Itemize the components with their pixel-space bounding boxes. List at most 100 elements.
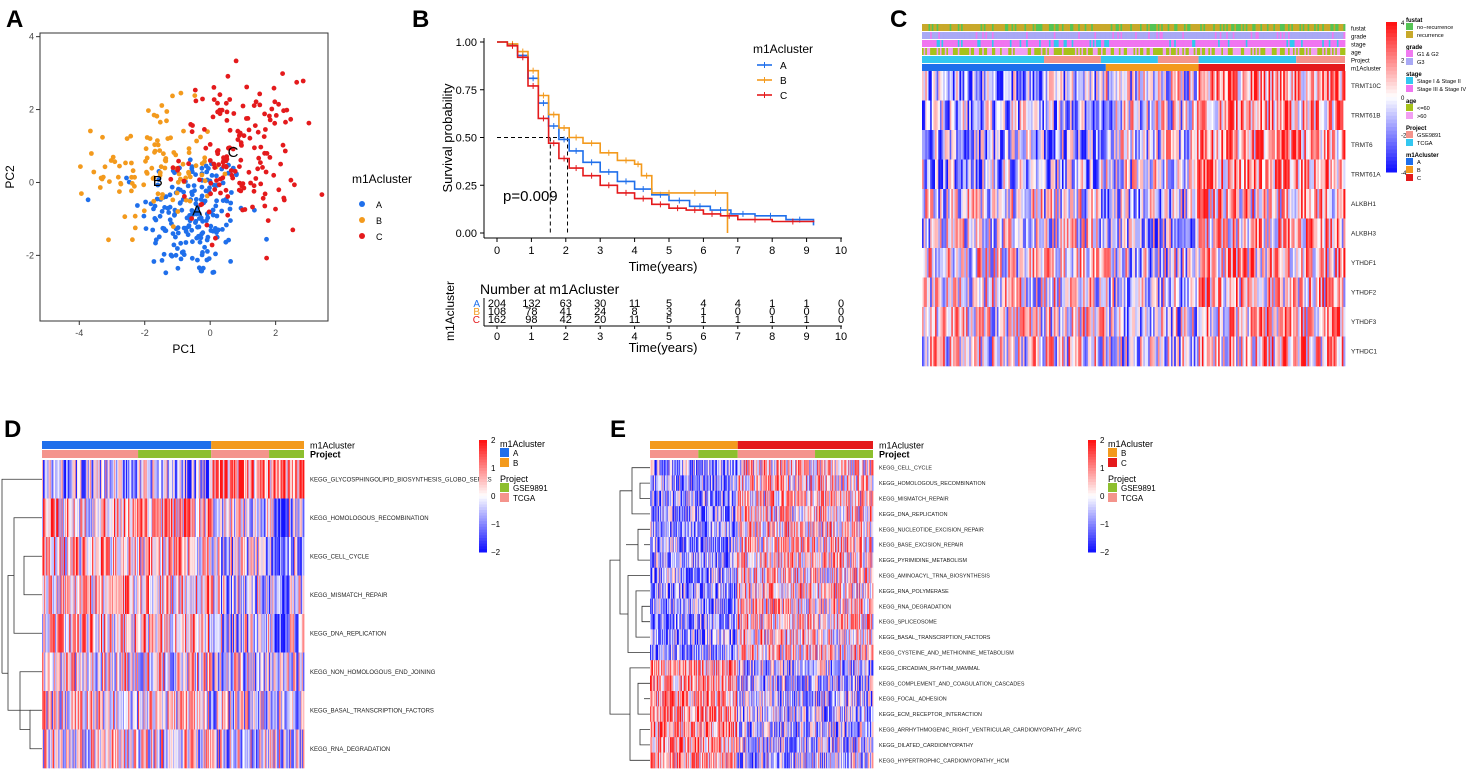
annotation-cell (1120, 24, 1123, 31)
heatmap-cell (1273, 100, 1276, 131)
heatmap-cell (933, 248, 936, 278)
heatmap-cell (928, 336, 931, 367)
heatmap-cell (1112, 100, 1115, 131)
heatmap-cell (1089, 100, 1092, 131)
heatmap-cell (1097, 277, 1100, 308)
heatmap-cell (259, 460, 261, 499)
annotation-cell (965, 40, 968, 47)
heatmap-cell (1320, 130, 1323, 160)
heatmap-cell (1232, 336, 1235, 367)
heatmap-cell (923, 71, 926, 101)
heatmap-cell (1196, 71, 1199, 101)
annotation-cell (1245, 32, 1248, 39)
heatmap-cell (238, 498, 240, 538)
pca-point-a (197, 239, 203, 245)
heatmap-cell (1073, 189, 1076, 219)
heatmap-cell (1131, 248, 1134, 278)
pca-point-c (237, 164, 242, 170)
heatmap-cell (978, 159, 981, 190)
heatmap-cell (1203, 159, 1206, 190)
annotation-cell (943, 24, 946, 31)
heatmap-cell (58, 537, 60, 576)
heatmap-cell (1340, 277, 1343, 308)
heatmap-cell (169, 460, 172, 499)
heatmap-cell (1110, 100, 1113, 131)
annotation-cell (1222, 40, 1226, 47)
heatmap-cell (1174, 277, 1177, 308)
annotation-cell (1009, 24, 1012, 31)
heatmap-cell (1071, 159, 1074, 190)
heatmap-cell (272, 460, 274, 499)
annotation-cell (988, 40, 991, 47)
heatmap-cell (1343, 159, 1346, 190)
heatmap-cell (104, 460, 106, 499)
heatmap-cell (189, 460, 191, 499)
heatmap-cell (1341, 100, 1344, 131)
heatmap-cell (1320, 71, 1323, 101)
heatmap-cell (1221, 100, 1224, 131)
annotation-cell (1260, 32, 1263, 39)
annotation-cell (1063, 32, 1066, 39)
heatmap-cell (1180, 248, 1183, 278)
heatmap-cell (1185, 307, 1188, 337)
annotation-cell (1183, 48, 1186, 55)
heatmap-cell (1330, 336, 1333, 367)
annotation-track-fustat (922, 24, 1346, 31)
heatmap-cell (957, 189, 960, 219)
heatmap-cell (158, 498, 161, 538)
heatmap-cell (1001, 277, 1004, 308)
heatmap-cell (1026, 130, 1029, 160)
heatmap-cell (1094, 248, 1097, 278)
color-scale-step (1386, 59, 1397, 64)
heatmap-cell (1317, 218, 1320, 249)
heatmap-cell (233, 498, 235, 538)
annotation-cell (990, 48, 993, 55)
heatmap-cell (1118, 277, 1121, 308)
heatmap-cell (1278, 189, 1281, 219)
heatmap-cell (290, 460, 293, 499)
heatmap-cell (948, 159, 951, 190)
heatmap-cell (1343, 277, 1346, 308)
heatmap-cell (260, 460, 262, 499)
annotation-cell (1081, 40, 1084, 47)
annotation-cell (1200, 24, 1203, 31)
heatmap-cell (1156, 100, 1159, 131)
annotation-cell (1100, 40, 1103, 47)
annotation-cell (991, 40, 994, 47)
heatmap-cell (991, 277, 994, 308)
heatmap-cell (1275, 130, 1278, 160)
annotation-cell (943, 40, 946, 47)
heatmap-cell (1328, 336, 1331, 367)
heatmap-cell (1016, 277, 1019, 308)
annotation-cell (1335, 40, 1338, 47)
heatmap-cell (1026, 159, 1029, 190)
heatmap-cell (1120, 100, 1123, 131)
heatmap-cell (1130, 218, 1133, 249)
heatmap-cell (1003, 71, 1006, 101)
heatmap-cell (1045, 71, 1048, 101)
annotation-cell (922, 40, 925, 47)
annotation-cell (1276, 40, 1279, 47)
heatmap-cell (1244, 307, 1247, 337)
heatmap-cell (1174, 189, 1177, 219)
annotation-cell (1211, 24, 1214, 31)
annotation-cell (1249, 40, 1252, 47)
heatmap-cell (1058, 130, 1061, 160)
heatmap-cell (1236, 336, 1239, 367)
heatmap-cell (1333, 307, 1336, 337)
heatmap-cell (1086, 218, 1089, 249)
heatmap-cell (141, 460, 143, 499)
heatmap-cell (157, 498, 160, 538)
annotation-cell (1307, 48, 1310, 55)
heatmap-cell (1017, 307, 1021, 337)
heatmap-cell (1141, 189, 1144, 219)
annotation-cell (933, 32, 936, 39)
heatmap-cell (1087, 189, 1090, 219)
heatmap-cell (1159, 248, 1162, 278)
heatmap-cell (1055, 159, 1058, 190)
heatmap-cell (931, 277, 934, 308)
heatmap-cell (1304, 189, 1307, 219)
annotation-cell (1169, 24, 1172, 31)
heatmap-cell (198, 460, 200, 499)
heatmap-cell (990, 71, 993, 101)
